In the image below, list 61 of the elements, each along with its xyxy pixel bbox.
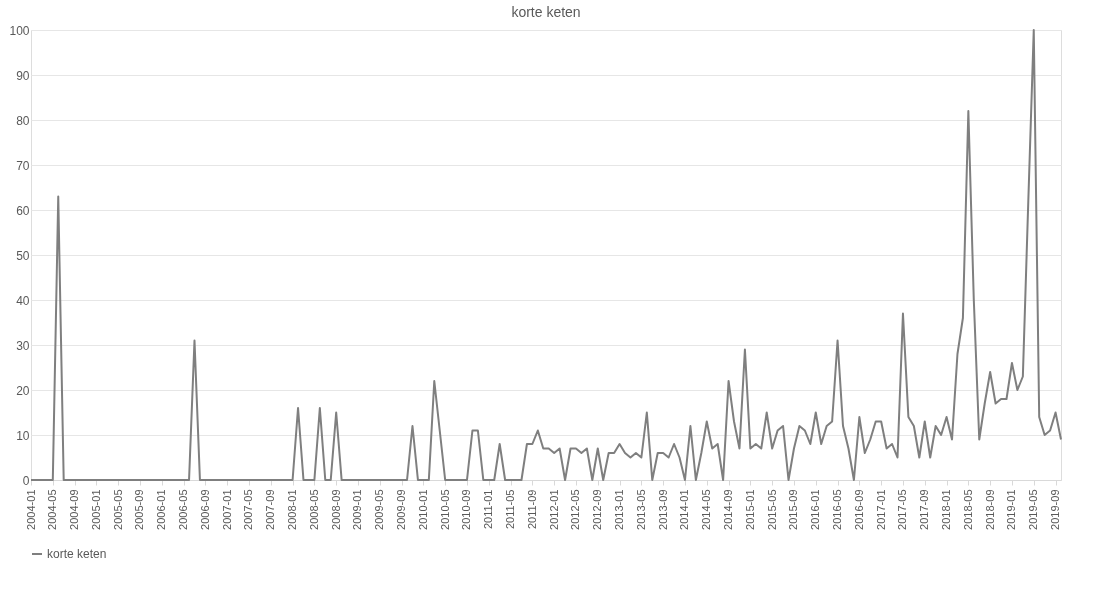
- x-tick-label: 2004-01: [24, 489, 37, 530]
- y-tick-label: 20: [16, 383, 30, 398]
- x-tick-label: 2010-05: [438, 489, 451, 530]
- chart-title: korte keten: [511, 4, 581, 20]
- x-tick-label: 2012-01: [547, 489, 560, 530]
- y-tick-label: 50: [16, 248, 30, 263]
- x-tick-label: 2011-05: [504, 489, 517, 530]
- x-tick-label: 2009-01: [351, 489, 364, 530]
- y-tick-label: 10: [16, 428, 30, 443]
- x-tick-label: 2013-01: [613, 489, 626, 530]
- x-tick-label: 2015-05: [765, 489, 778, 530]
- x-tick-label: 2014-05: [700, 489, 713, 530]
- x-tick-label: 2004-05: [46, 489, 59, 530]
- x-tick-label: 2016-05: [831, 489, 844, 530]
- x-tick-label: 2019-01: [1005, 489, 1018, 530]
- x-tick-label: 2006-01: [155, 489, 168, 530]
- x-tick-label: 2009-09: [395, 489, 408, 530]
- x-tick-label: 2014-01: [678, 489, 691, 530]
- y-tick-label: 60: [16, 203, 30, 218]
- y-tick-label: 70: [16, 158, 30, 173]
- x-tick-label: 2010-01: [416, 489, 429, 530]
- x-tick-label: 2008-01: [286, 489, 299, 530]
- x-tick-label: 2006-09: [198, 489, 211, 530]
- x-tick-label: 2019-09: [1049, 489, 1062, 530]
- x-tick-label: 2007-09: [264, 489, 277, 530]
- x-tick-label: 2015-01: [743, 489, 756, 530]
- legend-label: korte keten: [47, 547, 107, 561]
- x-tick-label: 2011-01: [482, 489, 495, 530]
- y-tick-label: 100: [9, 23, 30, 38]
- x-tick-label: 2014-09: [722, 489, 735, 530]
- y-tick-label: 40: [16, 293, 30, 308]
- x-tick-label: 2004-09: [68, 489, 81, 530]
- x-tick-label: 2012-05: [569, 489, 582, 530]
- x-tick-label: 2019-05: [1027, 489, 1040, 530]
- x-tick-label: 2018-05: [961, 489, 974, 530]
- y-tick-label: 0: [22, 473, 30, 488]
- x-tick-label: 2009-05: [373, 489, 386, 530]
- x-tick-label: 2017-09: [918, 489, 931, 530]
- x-tick-label: 2016-09: [852, 489, 865, 530]
- x-tick-label: 2007-01: [220, 489, 233, 530]
- x-tick-label: 2005-01: [89, 489, 102, 530]
- x-tick-label: 2018-09: [983, 489, 996, 530]
- x-tick-label: 2018-01: [940, 489, 953, 530]
- y-tick-label: 90: [16, 68, 30, 83]
- y-tick-label: 30: [16, 338, 30, 353]
- x-tick-label: 2015-09: [787, 489, 800, 530]
- x-tick-label: 2006-05: [177, 489, 190, 530]
- x-tick-label: 2017-01: [874, 489, 887, 530]
- x-tick-label: 2016-01: [809, 489, 822, 530]
- y-tick-label: 80: [16, 113, 30, 128]
- x-tick-label: 2013-05: [634, 489, 647, 530]
- x-tick-label: 2017-05: [896, 489, 909, 530]
- x-tick-label: 2007-05: [242, 489, 255, 530]
- x-tick-label: 2005-09: [133, 489, 146, 530]
- x-tick-label: 2012-09: [591, 489, 604, 530]
- x-tick-label: 2011-09: [525, 489, 538, 530]
- x-tick-label: 2008-09: [329, 489, 342, 530]
- x-tick-label: 2008-05: [307, 489, 320, 530]
- x-tick-label: 2013-09: [656, 489, 669, 530]
- x-tick-label: 2010-09: [460, 489, 473, 530]
- x-tick-label: 2005-05: [111, 489, 124, 530]
